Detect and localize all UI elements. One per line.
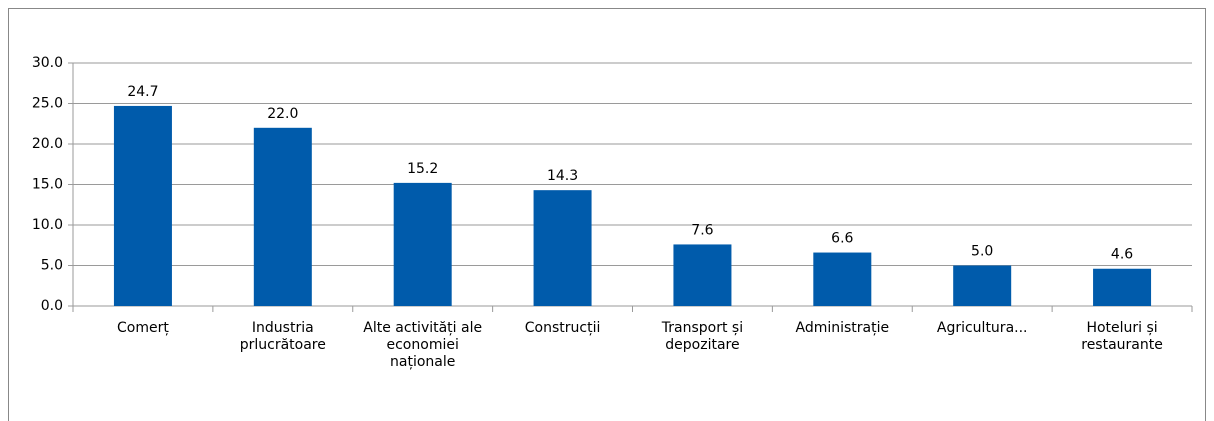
y-tick-label: 30.0 — [32, 55, 63, 71]
data-label: 5.0 — [971, 244, 993, 260]
bar — [253, 127, 312, 306]
x-tick-label: Construcții — [524, 320, 601, 336]
x-tick-label: Agricultura... — [936, 320, 1028, 336]
x-tick-label: Alte activități ale economiei naționale — [363, 320, 483, 370]
bar — [953, 265, 1012, 306]
y-tick-label: 20.0 — [32, 136, 63, 152]
bar — [533, 190, 592, 306]
bar — [673, 244, 732, 306]
chart-border — [8, 8, 1206, 421]
data-label: 14.3 — [547, 168, 578, 184]
data-label: 6.6 — [831, 231, 853, 247]
data-label: 4.6 — [1111, 247, 1133, 263]
data-label: 24.7 — [127, 84, 158, 100]
bar — [813, 252, 872, 306]
x-tick-label: Comerț — [117, 320, 169, 336]
bar — [113, 105, 172, 307]
bar — [393, 182, 452, 306]
x-tick-label: Transport și depozitare — [661, 320, 744, 353]
x-tick-label: Hoteluri și restaurante — [1081, 320, 1163, 353]
y-tick-label: 10.0 — [32, 217, 63, 233]
x-tick-label: Administrație — [795, 320, 890, 336]
bar — [1093, 268, 1152, 306]
y-tick-label: 25.0 — [32, 96, 63, 112]
data-label: 22.0 — [267, 106, 298, 122]
data-label: 15.2 — [407, 161, 438, 177]
y-tick-label: 15.0 — [32, 177, 63, 193]
data-label: 7.6 — [691, 222, 713, 238]
x-tick-label: Industria prlucrătoare — [239, 320, 326, 353]
y-tick-label: 0.0 — [41, 298, 63, 314]
y-tick-label: 5.0 — [41, 258, 63, 274]
